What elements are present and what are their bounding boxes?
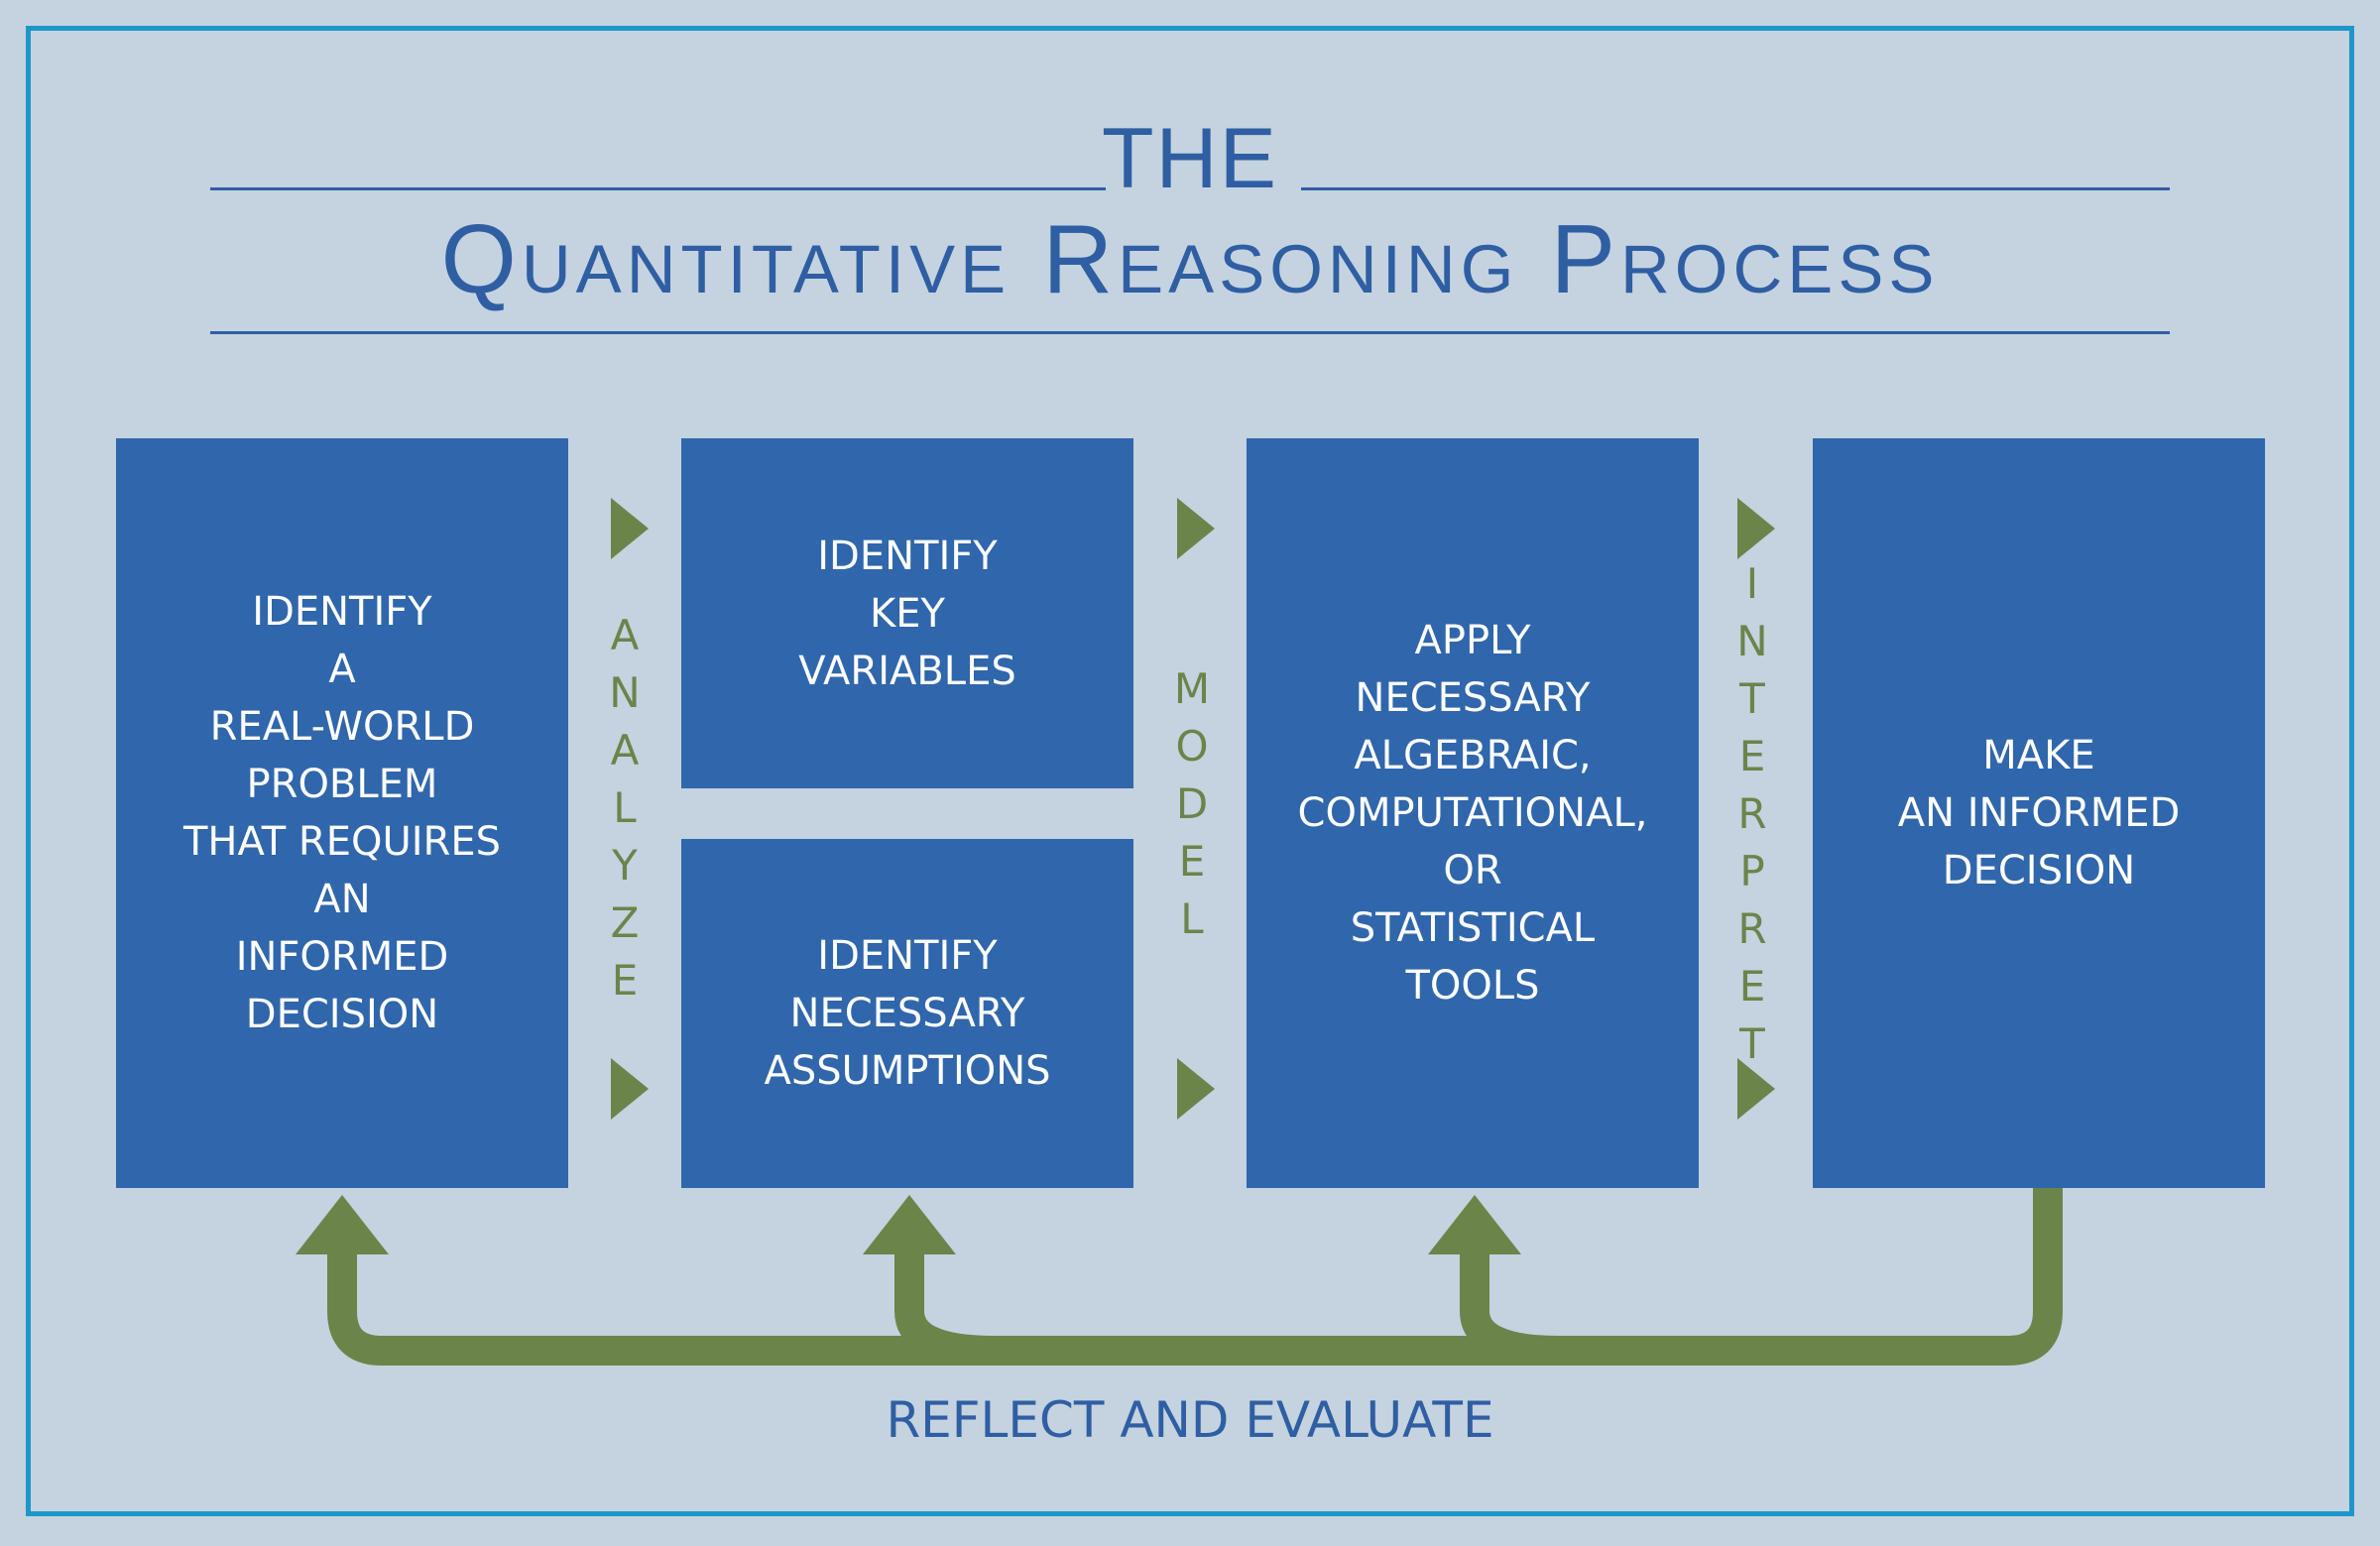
diagram-title: Quantitative Reasoning Process <box>440 204 1940 313</box>
arrow-interpret-bottom-icon <box>1737 1058 1775 1120</box>
step-identify-problem: IDENTIFY A REAL-WORLD PROBLEM THAT REQUIRES A… <box>116 438 568 1188</box>
feedback-arrowhead-step2-icon <box>863 1195 956 1254</box>
arrow-model-top-icon <box>1177 498 1215 559</box>
arrow-model-bottom-icon <box>1177 1058 1215 1120</box>
feedback-arrowhead-step3-icon <box>1428 1195 1521 1254</box>
feedback-branch-tools <box>1460 1248 1560 1366</box>
title-prefix: THE <box>1102 111 1278 206</box>
step-make-decision: MAKE AN INFORMED DECISION <box>1813 438 2265 1188</box>
arrow-analyze-top-icon <box>611 498 649 559</box>
arrow-interpret-top-icon <box>1737 498 1775 559</box>
feedback-arrowhead-step1-icon <box>296 1195 389 1254</box>
step-identify-variables: IDENTIFY KEY VARIABLES <box>681 438 1133 788</box>
feedback-branch-assumptions <box>894 1248 995 1366</box>
step-apply-tools: APPLY NECESSARY ALGEBRAIC, COMPUTATIONAL, OR… <box>1247 438 1699 1188</box>
step-identify-assumptions: IDENTIFY NECESSARY ASSUMPTIONS <box>681 839 1133 1188</box>
title-rule-bottom <box>210 331 2170 334</box>
title-rule-left <box>210 187 1106 190</box>
title-rule-right <box>1301 187 2170 190</box>
border-frame <box>26 26 2354 1516</box>
feedback-label: REFLECT AND EVALUATE <box>886 1391 1494 1449</box>
feedback-path <box>327 1188 2063 1366</box>
arrow-analyze-bottom-icon <box>611 1058 649 1120</box>
